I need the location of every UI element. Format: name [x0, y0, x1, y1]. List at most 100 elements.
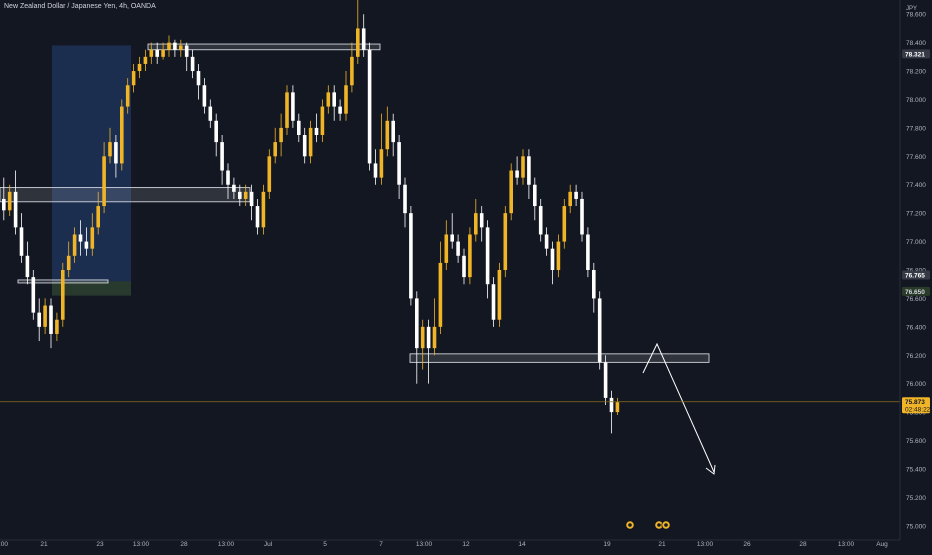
price-tick-label: 78.000: [906, 97, 926, 104]
bearish-candle: [13, 191, 18, 228]
price-label-text: 78.321: [905, 51, 925, 58]
bearish-candle: [403, 184, 407, 214]
bullish-candle: [55, 319, 59, 334]
bullish-candle: [267, 156, 272, 192]
bullish-candle: [102, 156, 106, 207]
price-label-text: 75.873: [905, 399, 925, 406]
bearish-candle: [491, 284, 496, 320]
price-tick-label: 75.000: [906, 523, 926, 530]
bearish-candle: [527, 156, 531, 185]
bearish-candle: [580, 198, 584, 235]
bullish-candle: [444, 234, 449, 263]
bearish-candle: [173, 42, 177, 50]
bullish-candle: [120, 106, 124, 164]
bearish-candle: [332, 92, 336, 107]
bearish-candle: [255, 206, 260, 228]
bearish-candle: [214, 120, 218, 143]
bearish-candle: [550, 248, 555, 270]
bullish-candle: [468, 234, 472, 278]
price-tick-label: 76.000: [906, 381, 926, 388]
price-tick-label: 75.400: [906, 466, 926, 473]
time-tick-label: 12: [462, 541, 470, 548]
event-marker-eye-icon: [664, 523, 668, 527]
bearish-candle: [373, 163, 378, 178]
price-label-box: [902, 49, 930, 59]
price-label-text: 76.650: [905, 289, 925, 296]
price-tick-label: 78.400: [906, 40, 926, 47]
bullish-candle: [497, 270, 502, 320]
bearish-candle: [456, 241, 460, 256]
green-zone-box: [52, 281, 131, 296]
bullish-candle: [379, 149, 384, 178]
price-label-box: [902, 397, 930, 414]
time-tick-label: 7: [379, 541, 383, 548]
bullish-candle: [344, 85, 348, 114]
bearish-candle: [338, 106, 342, 114]
bearish-candle: [184, 45, 189, 57]
price-tick-label: 77.200: [906, 211, 926, 218]
price-tick-label: 76.400: [906, 324, 926, 331]
price-tick-label: 75.600: [906, 438, 926, 445]
bearish-candle: [302, 135, 307, 157]
time-tick-label: 13:00: [838, 541, 855, 548]
bearish-candle: [314, 127, 319, 135]
time-tick-label: 14: [518, 541, 526, 548]
bullish-candle: [474, 213, 478, 235]
bearish-candle: [297, 120, 301, 135]
bullish-candle: [125, 85, 130, 107]
time-tick-label: 19: [603, 541, 611, 548]
bullish-candle: [326, 92, 331, 107]
bearish-candle: [232, 184, 236, 192]
price-label-box: [902, 286, 930, 296]
time-tick-label: 13:00: [416, 541, 433, 548]
bearish-candle: [19, 227, 24, 256]
bearish-candle: [31, 277, 36, 313]
bearish-candle: [592, 270, 596, 299]
bullish-candle: [131, 71, 136, 86]
bearish-candle: [391, 120, 395, 143]
bullish-candle: [562, 206, 567, 242]
bearish-candle: [367, 49, 372, 164]
time-tick-label: Jul: [264, 541, 273, 548]
bearish-candle: [190, 56, 195, 72]
bullish-candle: [308, 127, 313, 157]
symbol-title: New Zealand Dollar / Japanese Yen, 4h, O…: [4, 3, 156, 10]
bullish-candle: [7, 191, 12, 211]
bullish-candle: [72, 234, 77, 256]
price-tick-label: 77.800: [906, 125, 926, 132]
bearish-candle: [415, 298, 419, 349]
bearish-candle: [202, 85, 207, 107]
bullish-candle: [521, 156, 525, 178]
time-tick-label: 5: [323, 541, 327, 548]
arrow-head-icon: [705, 464, 716, 475]
bearish-candle: [114, 142, 118, 164]
event-marker-eye-icon: [628, 523, 632, 527]
time-tick-label: 28: [799, 541, 807, 548]
upper-resistance-zone: [147, 43, 381, 51]
bullish-candle: [615, 402, 620, 413]
bearish-candle: [597, 298, 602, 363]
bullish-candle: [356, 28, 360, 57]
bearish-candle: [84, 241, 89, 249]
bearish-candle: [574, 191, 578, 199]
bullish-candle: [90, 227, 95, 249]
bullish-candle: [503, 213, 508, 270]
time-tick-label: 23: [96, 541, 104, 548]
bearish-candle: [485, 227, 490, 285]
bullish-candle: [285, 92, 289, 128]
bullish-candle: [143, 56, 148, 64]
bearish-candle: [78, 234, 83, 242]
bullish-candle: [432, 326, 437, 349]
time-tick-label: 28: [180, 541, 188, 548]
bullish-candle: [320, 106, 325, 135]
bearish-candle: [409, 213, 413, 299]
bearish-candle: [155, 49, 159, 57]
bearish-candle: [49, 305, 53, 334]
bullish-candle: [96, 206, 100, 228]
bearish-candle: [361, 28, 366, 50]
price-axis-currency: JPY: [906, 6, 917, 12]
bearish-candle: [1, 198, 6, 211]
price-tick-label: 76.200: [906, 353, 926, 360]
